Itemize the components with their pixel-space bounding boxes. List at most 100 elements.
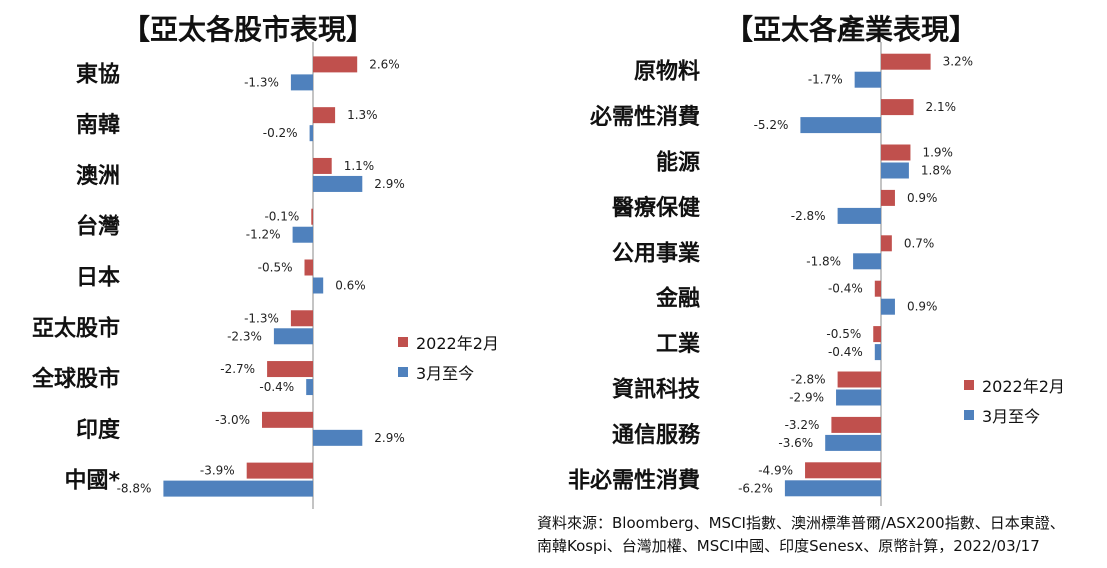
bar-feb-2022 (881, 144, 911, 161)
bar-feb-2022 (881, 235, 892, 252)
legend: 2022年2月 3月至今 (398, 327, 499, 387)
bar-feb-2022 (304, 259, 313, 276)
data-label: -0.2% (263, 126, 298, 140)
data-label: 2.9% (374, 177, 405, 191)
data-label: -2.8% (791, 373, 826, 387)
bar-march-to-date (290, 74, 313, 91)
source-line-1: 資料來源：Bloomberg、MSCI指數、澳洲標準普爾/ASX200指數、日本… (537, 514, 1065, 532)
bar-march-to-date (853, 253, 881, 270)
category-label: 台灣 (76, 214, 120, 240)
category-label: 資訊科技 (612, 377, 701, 403)
bar-feb-2022 (881, 189, 895, 206)
legend-item-series-2: 3月至今 (964, 400, 1065, 430)
bar-feb-2022 (805, 462, 881, 479)
legend-swatch-blue (398, 367, 408, 377)
data-label: -2.9% (789, 391, 824, 405)
category-label: 原物料 (634, 59, 700, 85)
data-label: 1.3% (347, 108, 378, 122)
data-label: -0.1% (264, 210, 299, 224)
bar-march-to-date (881, 298, 895, 315)
data-label: -4.9% (758, 463, 793, 477)
data-label: -6.2% (738, 481, 773, 495)
legend-label: 3月至今 (982, 407, 1041, 426)
stock-market-chart: 【亞太各股市表現】 東協 2.6% -1.3% 南韓 1.3% -0.2% 澳洲 1.1% 2.… (0, 0, 540, 568)
data-label: 3.2% (943, 55, 974, 69)
bar-march-to-date (163, 480, 313, 497)
bar-march-to-date (837, 207, 881, 224)
data-label: -8.8% (117, 482, 152, 496)
bar-march-to-date (306, 379, 313, 396)
bar-march-to-date (874, 344, 881, 361)
category-label: 日本 (76, 266, 120, 291)
category-label: 中國* (64, 469, 120, 494)
category-label: 金融 (655, 286, 700, 312)
data-label: -0.5% (258, 261, 293, 275)
category-label: 通信服務 (612, 422, 701, 448)
data-label: 1.9% (922, 146, 953, 160)
bar-feb-2022 (837, 371, 881, 388)
data-label: 1.1% (344, 159, 375, 173)
legend: 2022年2月 3月至今 (964, 370, 1065, 430)
category-label: 非必需性消費 (568, 467, 700, 493)
bar-feb-2022 (267, 361, 313, 378)
bar-march-to-date (836, 389, 881, 406)
data-label: -0.5% (826, 327, 861, 341)
bar-march-to-date (313, 277, 324, 294)
category-label: 全球股市 (31, 366, 120, 392)
legend-swatch-red (964, 380, 974, 390)
bar-march-to-date (881, 162, 909, 179)
source-line-2: 南韓Kospi、台灣加權、MSCI中國、印度Senesx、原幣計算，2022/0… (537, 537, 1040, 555)
chart-title: 【亞太各產業表現】 (725, 13, 978, 46)
data-label: 0.7% (904, 236, 935, 250)
data-label: 0.9% (907, 300, 938, 314)
bar-march-to-date (825, 434, 881, 451)
legend-swatch-blue (964, 410, 974, 420)
bar-march-to-date (273, 328, 313, 345)
data-label: -0.4% (828, 345, 863, 359)
data-label: -1.3% (244, 75, 279, 89)
bar-march-to-date (313, 429, 363, 446)
bar-feb-2022 (246, 462, 313, 479)
bar-feb-2022 (831, 416, 881, 433)
bar-march-to-date (313, 175, 363, 192)
data-label: -2.8% (791, 209, 826, 223)
legend-item-series-1: 2022年2月 (964, 370, 1065, 400)
bar-march-to-date (854, 71, 881, 88)
data-label: -3.6% (778, 436, 813, 450)
data-label: -1.2% (246, 228, 281, 242)
industry-bar-chart: 原物料 3.2% -1.7% 必需性消費 2.1% -5.2% 能源 1.9% 1.8% 醫療保健… (568, 42, 974, 506)
data-label: -0.4% (259, 380, 294, 394)
data-label: -2.3% (227, 329, 262, 343)
data-label: 2.6% (369, 57, 400, 71)
bar-feb-2022 (313, 107, 336, 124)
data-label: -3.0% (215, 413, 250, 427)
data-label: 0.6% (335, 279, 366, 293)
bar-feb-2022 (874, 280, 881, 297)
bar-feb-2022 (313, 56, 358, 73)
data-label: -1.3% (244, 311, 279, 325)
bar-feb-2022 (881, 99, 914, 116)
source-note: 資料來源：Bloomberg、MSCI指數、澳洲標準普爾/ASX200指數、日本… (537, 512, 1065, 558)
data-label: 1.8% (921, 164, 952, 178)
bar-feb-2022 (311, 208, 313, 225)
data-label: 0.9% (907, 191, 938, 205)
legend-item-series-1: 2022年2月 (398, 327, 499, 357)
legend-item-series-2: 3月至今 (398, 357, 499, 387)
data-label: -1.8% (806, 254, 841, 268)
category-label: 澳洲 (76, 163, 120, 189)
bar-march-to-date (800, 117, 881, 134)
bar-feb-2022 (313, 157, 332, 174)
bar-feb-2022 (290, 310, 313, 327)
data-label: -3.9% (200, 464, 235, 478)
category-label: 亞太股市 (32, 315, 120, 341)
legend-label: 2022年2月 (416, 334, 499, 353)
category-label: 必需性消費 (590, 104, 700, 130)
bar-march-to-date (309, 125, 313, 142)
bar-feb-2022 (881, 53, 931, 70)
industry-chart: 【亞太各產業表現】 原物料 3.2% -1.7% 必需性消費 2.1% -5.2% 能源 1.… (540, 0, 1107, 568)
legend-label: 2022年2月 (982, 377, 1065, 396)
data-label: -1.7% (808, 73, 843, 87)
data-label: 2.1% (926, 100, 957, 114)
data-label: 2.9% (374, 431, 405, 445)
chart-title: 【亞太各股市表現】 (122, 13, 375, 46)
